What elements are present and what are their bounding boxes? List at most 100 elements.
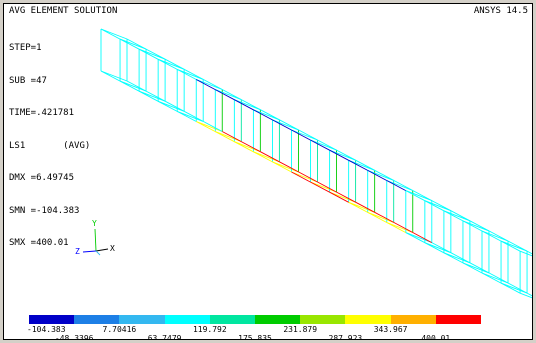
- time-line: TIME=.421781: [9, 108, 75, 118]
- triad-base: [95, 250, 101, 256]
- bottom-edge: [253, 151, 273, 163]
- section-edge: [386, 222, 413, 233]
- top-edge-back: [412, 190, 433, 201]
- legend-swatch: [300, 315, 346, 324]
- top-edge: [215, 89, 235, 101]
- section-edge: [443, 252, 471, 264]
- legend-swatch: [119, 315, 165, 324]
- section-edge: [196, 121, 223, 132]
- top-edge-back: [450, 210, 471, 222]
- section-edge: [405, 190, 432, 202]
- legend-swatch: [29, 315, 75, 324]
- section-edge: [157, 100, 185, 112]
- top-edge: [310, 139, 330, 151]
- bottom-edge-back: [450, 252, 471, 264]
- top-edge: [443, 210, 464, 222]
- bottom-edge-back: [355, 201, 375, 213]
- section-edge: [138, 90, 166, 102]
- section-edge: [234, 99, 261, 111]
- legend-swatch: [255, 315, 301, 324]
- bottom-edge: [100, 70, 121, 82]
- section-edge: [291, 129, 318, 141]
- bottom-edge-back: [126, 80, 147, 92]
- legend-value-label: 400.01: [421, 334, 451, 340]
- legend-swatch: [345, 315, 391, 324]
- x-axis-label: X: [110, 244, 115, 253]
- bottom-edge-back: [222, 131, 242, 142]
- top-edge: [253, 109, 273, 121]
- plot-title: AVG ELEMENT SOLUTION: [9, 6, 118, 16]
- section-edge: [138, 48, 166, 60]
- top-edge: [196, 79, 216, 90]
- section-edge: [500, 282, 528, 294]
- bottom-edge-back: [469, 262, 490, 274]
- top-edge-back: [526, 250, 532, 255]
- legend-swatch: [435, 315, 482, 324]
- section-edge: [177, 68, 204, 80]
- top-edge-back: [431, 200, 452, 212]
- section-edge: [329, 191, 356, 203]
- bottom-edge: [196, 121, 216, 132]
- top-edge-back: [298, 129, 318, 141]
- legend-swatch: [74, 315, 120, 324]
- solution-info: STEP=1 SUB =47 TIME=.421781 LS1 (AVG) DM…: [9, 21, 90, 271]
- bottom-edge: [462, 262, 483, 274]
- bottom-edge: [215, 131, 235, 143]
- section-edge: [177, 110, 204, 122]
- top-edge: [462, 220, 483, 232]
- section-edge: [196, 79, 223, 90]
- version-label: ANSYS 14.5: [473, 6, 528, 16]
- section-edge: [100, 28, 128, 40]
- top-edge: [329, 149, 349, 161]
- top-edge: [386, 180, 407, 191]
- section-edge: [329, 149, 356, 161]
- top-edge: [405, 190, 426, 202]
- top-edge: [176, 69, 197, 80]
- step-line: STEP=1: [9, 43, 42, 53]
- section-edge: [119, 38, 147, 50]
- legend-value-label: 231.879: [283, 325, 318, 334]
- legend-value-label: 287.923: [328, 334, 363, 340]
- bottom-edge-back: [374, 211, 394, 223]
- top-edge-back: [241, 99, 261, 111]
- section-edge: [100, 70, 128, 82]
- bottom-edge: [138, 90, 159, 102]
- substep-line: SUB =47: [9, 75, 47, 86]
- top-edge-back: [317, 139, 337, 151]
- section-edge: [310, 181, 337, 193]
- graphics-viewport[interactable]: AVG ELEMENT SOLUTION ANSYS 14.5 STEP=1 S…: [3, 3, 533, 340]
- legend-value-label: 7.70416: [102, 325, 137, 334]
- bottom-edge-back: [507, 282, 528, 294]
- section-edge: [462, 220, 490, 232]
- section-edge: [348, 201, 375, 213]
- bottom-edge: [443, 252, 464, 264]
- section-edge: [500, 240, 528, 252]
- bottom-edge-back: [241, 141, 261, 153]
- section-edge: [481, 272, 509, 284]
- top-edge: [424, 200, 445, 212]
- top-edge-back: [469, 220, 490, 232]
- bottom-edge: [310, 181, 330, 193]
- legend-value-label: 175.835: [238, 334, 272, 340]
- bottom-edge-back: [336, 191, 356, 203]
- bottom-edge: [348, 201, 368, 213]
- y-axis-line: [94, 228, 97, 252]
- section-edge: [367, 169, 394, 181]
- top-edge: [119, 38, 140, 50]
- top-edge: [157, 58, 178, 70]
- top-edge-back: [126, 38, 147, 50]
- smx-line: SMX =400.01: [9, 238, 69, 248]
- beam-model[interactable]: X Y Z: [4, 4, 533, 340]
- section-edge: [462, 262, 490, 274]
- bottom-edge-back: [183, 110, 204, 122]
- bottom-edge: [405, 232, 426, 244]
- bottom-edge: [424, 242, 445, 254]
- legend-swatch: [209, 315, 256, 324]
- bottom-edge: [272, 161, 292, 173]
- bottom-edge-back: [488, 272, 509, 284]
- top-edge-back: [183, 68, 204, 80]
- top-edge: [234, 99, 254, 111]
- section-edge: [519, 250, 532, 257]
- section-edge: [291, 171, 318, 183]
- contour-legend-bar: [29, 315, 482, 324]
